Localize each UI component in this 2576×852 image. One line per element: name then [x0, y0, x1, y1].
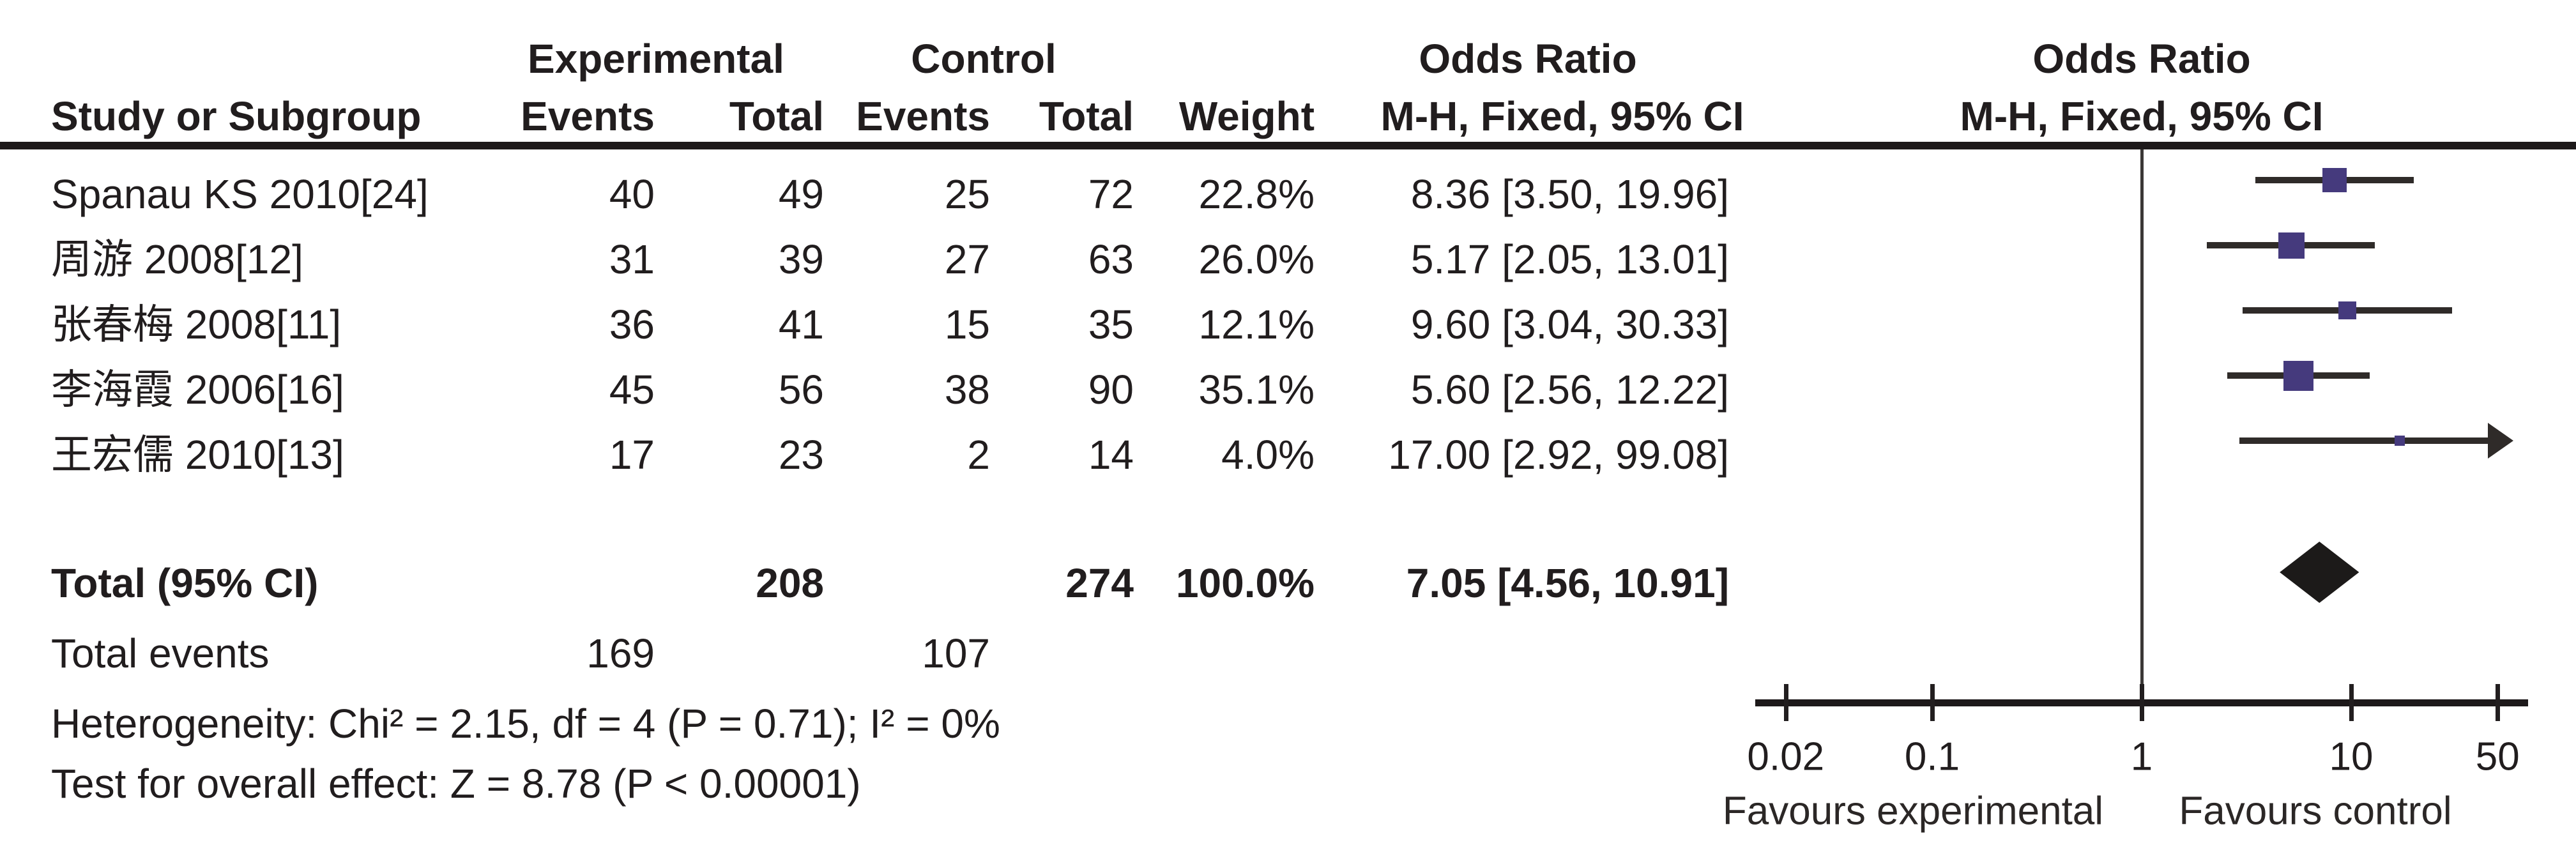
study-name-cell: 张春梅 2008[11] [51, 301, 342, 347]
header-exp-events: Events [521, 93, 655, 139]
favours-right-label: Favours control [2179, 789, 2452, 833]
header-weight: Weight [1178, 93, 1315, 139]
study-ctrl-events-cell: 15 [944, 301, 990, 347]
total-events-experimental: 169 [586, 630, 655, 676]
study-weight-cell: 12.1% [1198, 301, 1315, 347]
study-name-cell: 李海霞 2006[16] [51, 367, 344, 413]
study-ctrl-total-cell: 90 [1088, 367, 1134, 413]
header-odds-ratio-plot: Odds Ratio [2032, 36, 2251, 82]
header-ctrl-events: Events [856, 93, 990, 139]
axis-tick-label: 0.02 [1747, 734, 1825, 779]
study-exp-total-cell: 41 [778, 301, 824, 347]
null-effect-line [2140, 149, 2144, 703]
header-control: Control [911, 36, 1056, 82]
study-exp-total-cell: 23 [778, 432, 824, 478]
axis-tick [2349, 684, 2354, 721]
summary-diamond [2280, 542, 2359, 603]
study-or-label-cell: 9.60 [3.04, 30.33] [1410, 301, 1729, 347]
axis-tick [1783, 684, 1788, 721]
study-weight-cell: 26.0% [1198, 236, 1315, 282]
header-mh-ci-text: M-H, Fixed, 95% CI [1380, 93, 1744, 139]
study-weight-cell: 35.1% [1198, 367, 1315, 413]
study-name-cell: Spanau KS 2010[24] [51, 171, 429, 217]
study-ctrl-total-cell: 63 [1088, 236, 1134, 282]
axis-tick [2140, 684, 2144, 721]
total-weight: 100.0% [1175, 560, 1315, 606]
header-divider [0, 142, 2576, 149]
total-or-ci: 7.05 [4.56, 10.91] [1406, 560, 1729, 606]
study-ctrl-total-cell: 72 [1088, 171, 1134, 217]
study-exp-total-cell: 56 [778, 367, 824, 413]
study-exp-events-cell: 45 [609, 367, 655, 413]
overall-effect-stats: Test for overall effect: Z = 8.78 (P < 0… [51, 761, 861, 807]
axis-tick [1930, 684, 1935, 721]
study-weight-cell: 22.8% [1198, 171, 1315, 217]
or-point-square [2322, 168, 2347, 192]
arrow-right-icon [2488, 423, 2513, 459]
header-ctrl-total: Total [1039, 93, 1134, 139]
study-exp-events-cell: 36 [609, 301, 655, 347]
header-odds-ratio-text: Odds Ratio [1419, 36, 1637, 82]
study-ctrl-events-cell: 27 [944, 236, 990, 282]
total-events-control: 107 [922, 630, 990, 676]
study-name-cell: 周游 2008[12] [51, 236, 303, 282]
total-ctrl-total-value: 274 [1065, 560, 1134, 606]
study-or-label-cell: 5.17 [2.05, 13.01] [1410, 236, 1729, 282]
study-or-label-cell: 8.36 [3.50, 19.96] [1410, 171, 1729, 217]
study-ctrl-total-cell: 35 [1088, 301, 1134, 347]
total-label: Total (95% CI) [51, 560, 319, 606]
study-ctrl-events-cell: 2 [967, 432, 990, 478]
heterogeneity-stats: Heterogeneity: Chi² = 2.15, df = 4 (P = … [51, 701, 1000, 747]
axis-tick [2496, 684, 2501, 721]
header-experimental: Experimental [528, 36, 784, 82]
axis-tick-label: 10 [2329, 734, 2374, 779]
study-name-cell: 王宏儒 2010[13] [51, 432, 344, 478]
study-exp-events-cell: 17 [609, 432, 655, 478]
study-ctrl-events-cell: 38 [944, 367, 990, 413]
study-or-label-cell: 17.00 [2.92, 99.08] [1388, 432, 1729, 478]
header-mh-ci-plot: M-H, Fixed, 95% CI [1960, 93, 2324, 139]
study-exp-events-cell: 40 [609, 171, 655, 217]
header-exp-total: Total [729, 93, 824, 139]
study-or-label-cell: 5.60 [2.56, 12.22] [1410, 367, 1729, 413]
or-point-square [2278, 232, 2305, 259]
study-exp-events-cell: 31 [609, 236, 655, 282]
axis-tick-label: 1 [2130, 734, 2153, 779]
study-weight-cell: 4.0% [1221, 432, 1315, 478]
ci-line [2239, 437, 2488, 444]
total-events-label: Total events [51, 630, 270, 676]
study-ctrl-events-cell: 25 [944, 171, 990, 217]
or-point-square [2283, 360, 2313, 391]
study-exp-total-cell: 49 [778, 171, 824, 217]
axis-tick-label: 50 [2475, 734, 2520, 779]
study-ctrl-total-cell: 14 [1088, 432, 1134, 478]
axis-tick-label: 0.1 [1904, 734, 1960, 779]
favours-left-label: Favours experimental [1722, 789, 2104, 833]
or-point-square [2394, 436, 2405, 446]
total-exp-total: 208 [756, 560, 824, 606]
header-study-or-subgroup: Study or Subgroup [51, 93, 422, 139]
study-exp-total-cell: 39 [778, 236, 824, 282]
or-point-square [2338, 301, 2357, 319]
